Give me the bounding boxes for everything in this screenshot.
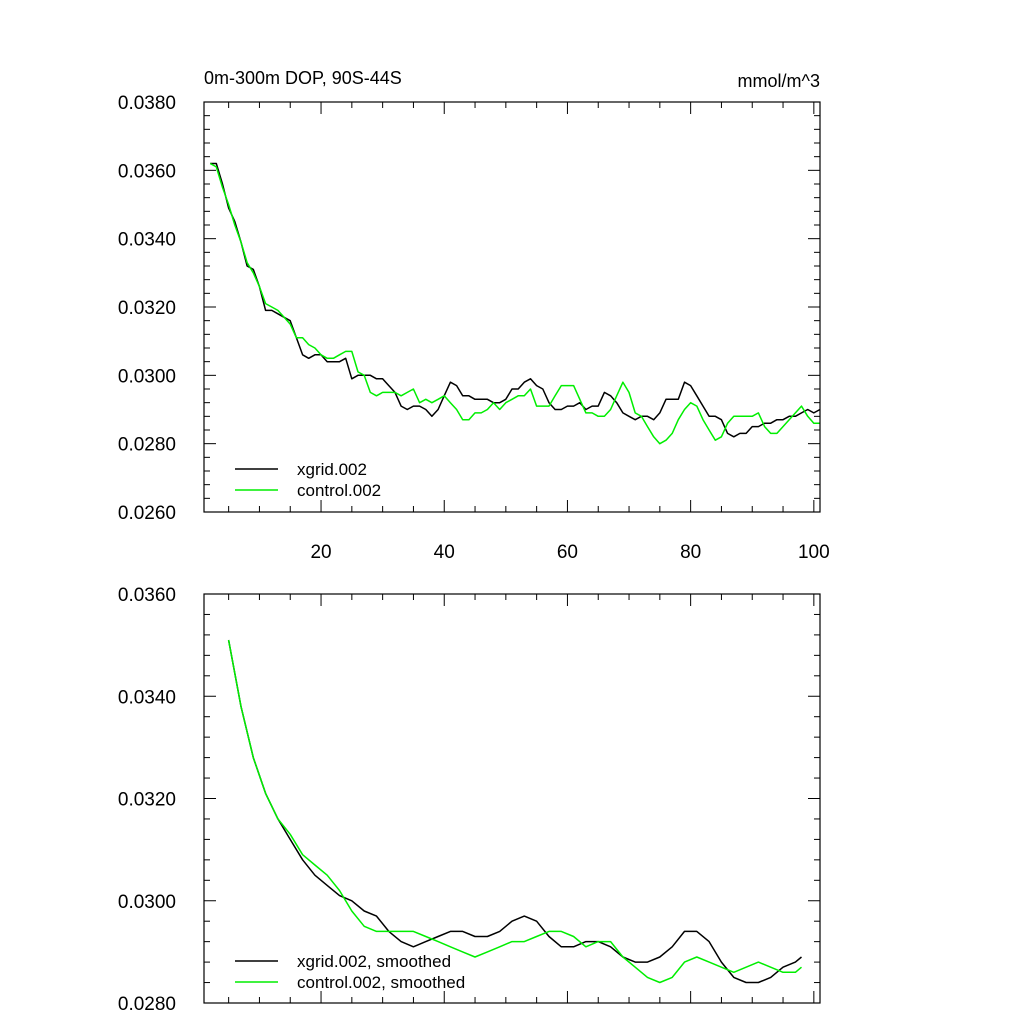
units-label: mmol/m^3: [738, 71, 820, 91]
chart-title: 0m-300m DOP, 90S-44S: [204, 68, 402, 88]
plot-frame: [203, 101, 821, 513]
y-tick-label: 0.0360: [118, 585, 176, 606]
y-tick-label: 0.0280: [118, 435, 176, 456]
y-tick-label: 0.0340: [118, 230, 176, 251]
y-tick-label: 0.0280: [118, 994, 176, 1015]
legend-label-control-smoothed: control.002, smoothed: [297, 973, 465, 992]
y-tick-label: 0.0320: [118, 298, 176, 319]
y-tick-label: 0.0360: [118, 161, 176, 182]
y-tick-label: 0.0300: [118, 892, 176, 913]
series-line-control-002: [209, 162, 820, 445]
x-tick-label: 40: [434, 542, 455, 563]
y-tick-label: 0.0300: [118, 366, 176, 387]
x-tick-label: 100: [798, 542, 830, 563]
series-line-xgrid-002: [210, 162, 821, 438]
legend-label-xgrid: xgrid.002: [297, 460, 367, 479]
series-layer: [209, 162, 821, 445]
tick-layer: 0.0260 0.0280 0.0300 0.0320 0.0340 0.0360 0.03…: [118, 93, 830, 563]
x-tick-label: 20: [310, 542, 331, 563]
legend: xgrid.002 control.002: [235, 460, 381, 500]
legend: xgrid.002, smoothed control.002, smoothe…: [235, 952, 465, 992]
y-tick-label: 0.0340: [118, 687, 176, 708]
series-line-control-002-smoothed: [227, 639, 802, 984]
top-panel: 0m-300m DOP, 90S-44S mmol/m^3 0.02600.02…: [118, 68, 830, 563]
legend-label-xgrid-smoothed: xgrid.002, smoothed: [297, 952, 451, 971]
x-tick-label: 80: [680, 542, 701, 563]
x-tick-label: 60: [557, 542, 578, 563]
bottom-panel: 0.0280 0.0300 0.0320 0.0340 0.0360 xgrid.002…: [118, 585, 821, 1015]
series-line-xgrid-002-smoothed: [227, 639, 802, 984]
y-tick-label: 0.0320: [118, 790, 176, 811]
y-tick-label: 0.0380: [118, 93, 176, 114]
plot-frame: [203, 593, 821, 1004]
y-tick-label: 0.0260: [118, 503, 176, 524]
legend-label-control: control.002: [297, 481, 381, 500]
series-layer: [227, 639, 802, 984]
